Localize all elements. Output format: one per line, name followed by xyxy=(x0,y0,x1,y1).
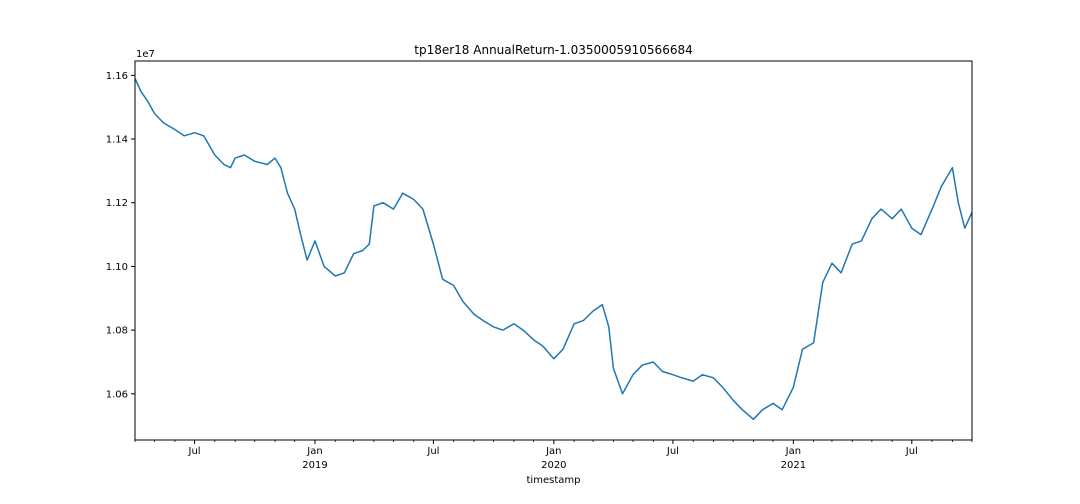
y-tick-label: 1.12 xyxy=(106,198,128,209)
x-tick-year-label: 2020 xyxy=(541,460,566,471)
x-tick-year-label: 2021 xyxy=(781,460,806,471)
x-tick-label: Jul xyxy=(188,446,201,457)
y-tick-label: 1.06 xyxy=(106,389,128,400)
y-tick-label: 1.08 xyxy=(106,326,128,337)
chart-title: tp18er18 AnnualReturn-1.0350005910566684 xyxy=(414,43,692,57)
series-line xyxy=(134,78,973,421)
y-tick-label: 1.16 xyxy=(106,71,128,82)
x-tick-label: Jan xyxy=(306,446,322,457)
series-layer xyxy=(134,78,973,421)
x-axis-label: timestamp xyxy=(527,475,581,486)
x-tick-label: Jan xyxy=(785,446,801,457)
x-tick-label: Jul xyxy=(426,446,439,457)
x-tick-label: Jul xyxy=(905,446,918,457)
y-tick-label: 1.10 xyxy=(106,262,128,273)
x-tick-label: Jul xyxy=(666,446,679,457)
y-axis-offset-label: 1e7 xyxy=(136,49,155,60)
axis-ticks: 1.06 1.08 1.10 1.12 1.14 1.16 Jul Jan 2019 Jul Jan… xyxy=(106,71,973,471)
y-tick-label: 1.14 xyxy=(106,135,128,146)
x-tick-year-label: 2019 xyxy=(302,460,327,471)
plot-frame xyxy=(134,60,973,441)
x-tick-label: Jan xyxy=(545,446,561,457)
